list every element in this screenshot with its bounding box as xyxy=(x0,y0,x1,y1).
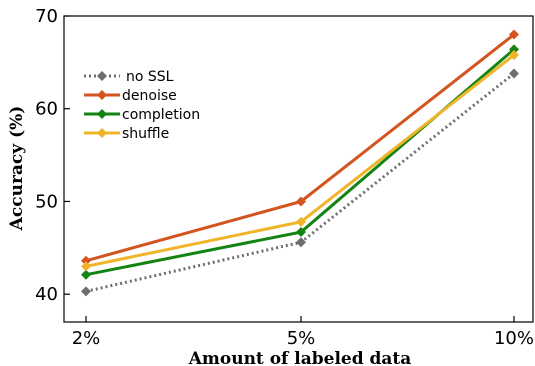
legend-item: completion xyxy=(84,107,200,123)
series-denoise xyxy=(81,29,519,266)
data-point xyxy=(81,261,91,272)
legend-label: denoise xyxy=(122,88,177,104)
data-point xyxy=(81,255,91,266)
data-point xyxy=(296,237,306,248)
x-tick-label: 10% xyxy=(494,328,534,349)
data-point xyxy=(81,286,91,297)
data-point xyxy=(81,269,91,280)
legend-marker xyxy=(97,71,107,81)
axes xyxy=(63,15,534,323)
data-point xyxy=(509,29,519,40)
legend-item: no SSL xyxy=(84,69,174,85)
data-point xyxy=(509,49,519,60)
data-point xyxy=(296,196,306,207)
x-tick-label: 2% xyxy=(72,328,101,349)
series-no-ssl xyxy=(81,68,519,297)
data-point xyxy=(509,44,519,55)
y-tick-label: 40 xyxy=(35,284,58,305)
x-tick-label: 5% xyxy=(287,328,316,349)
x-axis-ticks: 2% 5% 10% xyxy=(72,316,534,349)
y-tick-label: 60 xyxy=(35,99,58,120)
legend-marker xyxy=(97,128,107,138)
legend-label: shuffle xyxy=(122,126,169,142)
legend-marker xyxy=(97,90,107,100)
x-axis-title: Amount of labeled data xyxy=(188,349,412,366)
series-shuffle xyxy=(81,49,519,272)
data-point xyxy=(509,68,519,79)
legend-item: denoise xyxy=(84,88,177,104)
legend-item: shuffle xyxy=(84,126,169,142)
y-axis-title: Accuracy (%) xyxy=(7,106,27,232)
legend-marker xyxy=(97,109,107,119)
data-point xyxy=(296,227,306,238)
y-tick-label: 50 xyxy=(35,191,58,212)
legend-label: completion xyxy=(122,107,200,123)
y-axis-ticks: 40 50 60 70 xyxy=(35,6,70,305)
y-tick-label: 70 xyxy=(35,6,58,27)
legend: no SSL denoise completion shuffle xyxy=(84,69,200,142)
legend-label: no SSL xyxy=(126,69,174,85)
data-point xyxy=(296,216,306,227)
series-layer xyxy=(81,29,519,297)
plot-frame xyxy=(63,15,534,323)
